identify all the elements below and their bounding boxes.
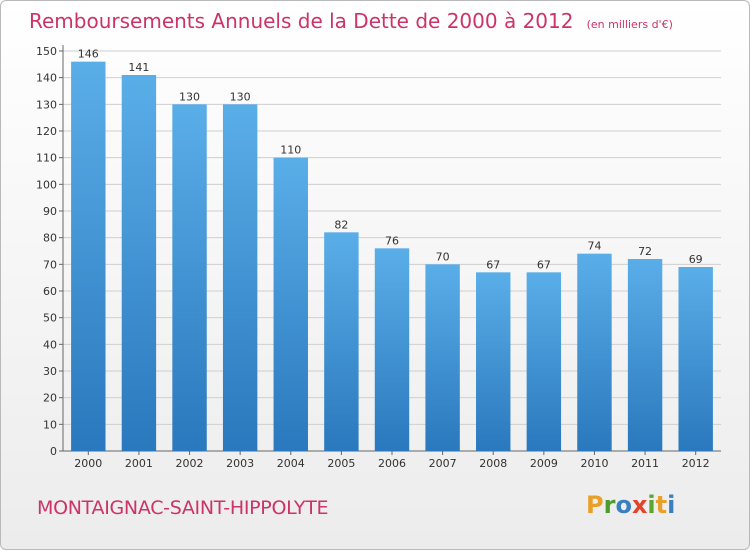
- bar-value-label: 69: [689, 253, 703, 266]
- logo-letter: r: [603, 491, 616, 519]
- bar: [476, 272, 511, 451]
- bar: [425, 264, 460, 451]
- bar-value-label: 82: [334, 218, 348, 231]
- x-tick-label: 2005: [327, 457, 355, 470]
- bar-value-label: 72: [638, 245, 652, 258]
- bar-value-label: 141: [128, 61, 149, 74]
- bar: [324, 232, 359, 451]
- axes: 0 10 20 30 40 50 60 70 80 90 100 110 120 130 140 150 200…: [36, 45, 721, 470]
- bar: [222, 104, 258, 451]
- bars: [71, 61, 713, 452]
- bar: [172, 104, 207, 451]
- y-tick-label: 90: [43, 205, 57, 218]
- title-row: Remboursements Annuels de la Dette de 20…: [29, 9, 673, 33]
- x-tick-label: 2002: [176, 457, 204, 470]
- bar: [71, 61, 106, 452]
- y-tick-label: 40: [43, 338, 57, 351]
- y-tick-label: 110: [36, 152, 57, 165]
- y-tick-label: 140: [36, 72, 57, 85]
- y-tick-label: 100: [36, 178, 57, 191]
- x-tick-label: 2003: [226, 457, 254, 470]
- x-tick-label: 2009: [530, 457, 558, 470]
- x-tick-label: 2000: [74, 457, 102, 470]
- logo-letter: o: [615, 491, 632, 519]
- bar-value-label: 130: [230, 90, 251, 103]
- bar-value-label: 146: [78, 48, 99, 61]
- chart-subtitle: (en milliers d'€): [586, 18, 673, 31]
- y-tick-label: 50: [43, 312, 57, 325]
- x-tick-label: 2010: [580, 457, 608, 470]
- y-tick-label: 120: [36, 125, 57, 138]
- bar: [121, 75, 157, 451]
- logo-letter: t: [655, 491, 668, 519]
- y-tick-label: 30: [43, 365, 57, 378]
- proxiti-logo: Proxiti: [586, 491, 675, 519]
- x-tick-label: 2007: [429, 457, 457, 470]
- logo-letter: x: [631, 491, 648, 519]
- bar-value-label: 70: [436, 250, 450, 263]
- chart-title: Remboursements Annuels de la Dette de 20…: [29, 9, 574, 33]
- y-tick-label: 60: [43, 285, 57, 298]
- bar-value-label: 76: [385, 234, 399, 247]
- x-tick-label: 2001: [125, 457, 153, 470]
- y-tick-label: 10: [43, 418, 57, 431]
- x-tick-label: 2004: [277, 457, 305, 470]
- x-tick-label: 2011: [631, 457, 659, 470]
- bar: [374, 248, 410, 451]
- x-tick-label: 2012: [682, 457, 710, 470]
- bar-value-label: 67: [486, 258, 500, 271]
- bar-value-label: 74: [587, 240, 601, 253]
- y-tick-label: 20: [43, 392, 57, 405]
- y-tick-label: 150: [36, 45, 57, 58]
- logo-letter: i: [647, 491, 656, 519]
- x-tick-label: 2006: [378, 457, 406, 470]
- bar: [526, 272, 562, 451]
- y-tick-label: 70: [43, 258, 57, 271]
- bar: [273, 157, 308, 451]
- bar-value-label: 67: [537, 258, 551, 271]
- logo-letter: i: [667, 491, 676, 519]
- x-tick-label: 2008: [479, 457, 507, 470]
- bar-value-label: 110: [280, 144, 301, 157]
- labels: 146 141 130 130 110 82 76 70 67 67 74 72 69: [78, 48, 703, 272]
- bar: [627, 259, 663, 451]
- y-tick-label: 130: [36, 98, 57, 111]
- logo-letter: P: [586, 491, 604, 519]
- y-tick-label: 0: [50, 445, 57, 458]
- bar: [577, 253, 612, 451]
- bar: [678, 267, 713, 451]
- y-tick-label: 80: [43, 232, 57, 245]
- commune-name: MONTAIGNAC-SAINT-HIPPOLYTE: [37, 497, 329, 519]
- bar-value-label: 130: [179, 90, 200, 103]
